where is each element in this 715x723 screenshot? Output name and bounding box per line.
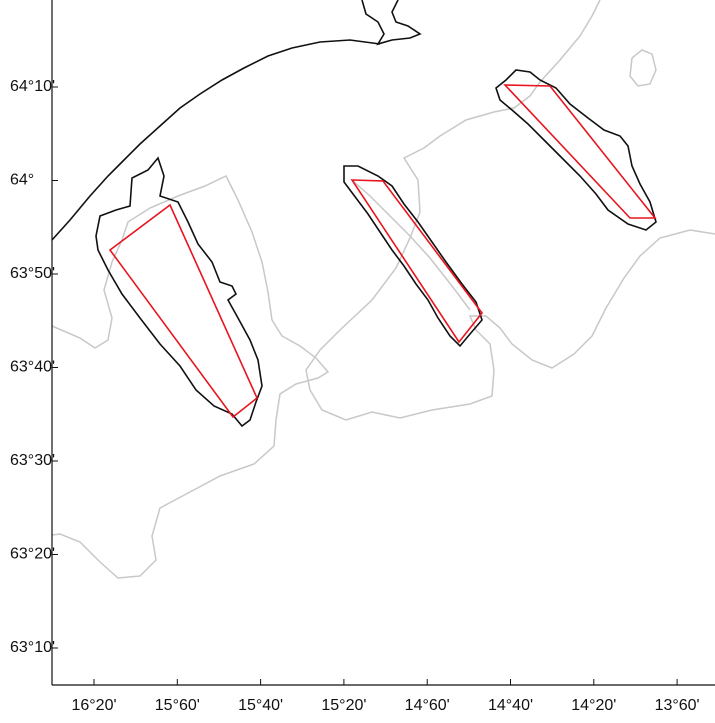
depth-contours [51,0,715,579]
y-tick-label: 64°10' [10,78,55,95]
y-tick-label: 63°30' [10,452,55,469]
x-tick-label: 13°60' [655,697,700,714]
x-tick-label: 15°60' [155,697,200,714]
x-tick-label: 16°20' [71,697,116,714]
survey-box [350,179,484,344]
x-tick-label: 15°20' [321,697,366,714]
coastline-path [361,0,422,46]
area-outline [95,156,263,428]
area-outline [495,69,657,231]
contour [629,49,657,87]
y-tick-label: 64° [10,172,34,189]
coastline [51,0,422,241]
survey-box [503,84,657,219]
x-tick-label: 14°60' [405,697,450,714]
x-tick-label: 14°40' [488,697,533,714]
survey-box [108,203,258,419]
survey-outlines [95,69,657,428]
axes [51,0,715,686]
y-tick-label: 63°20' [10,546,55,563]
x-tick-label: 15°40' [238,697,283,714]
contour [351,179,471,311]
area-outline [343,165,483,348]
contour [305,0,601,391]
contour [309,229,715,421]
x-tick-label: 14°20' [571,697,616,714]
contour [51,175,330,579]
y-tick-label: 63°50' [10,265,55,282]
survey-boxes [108,84,657,419]
y-tick-label: 63°10' [10,639,55,656]
y-tick-label: 63°40' [10,359,55,376]
coastline-path [51,39,381,241]
